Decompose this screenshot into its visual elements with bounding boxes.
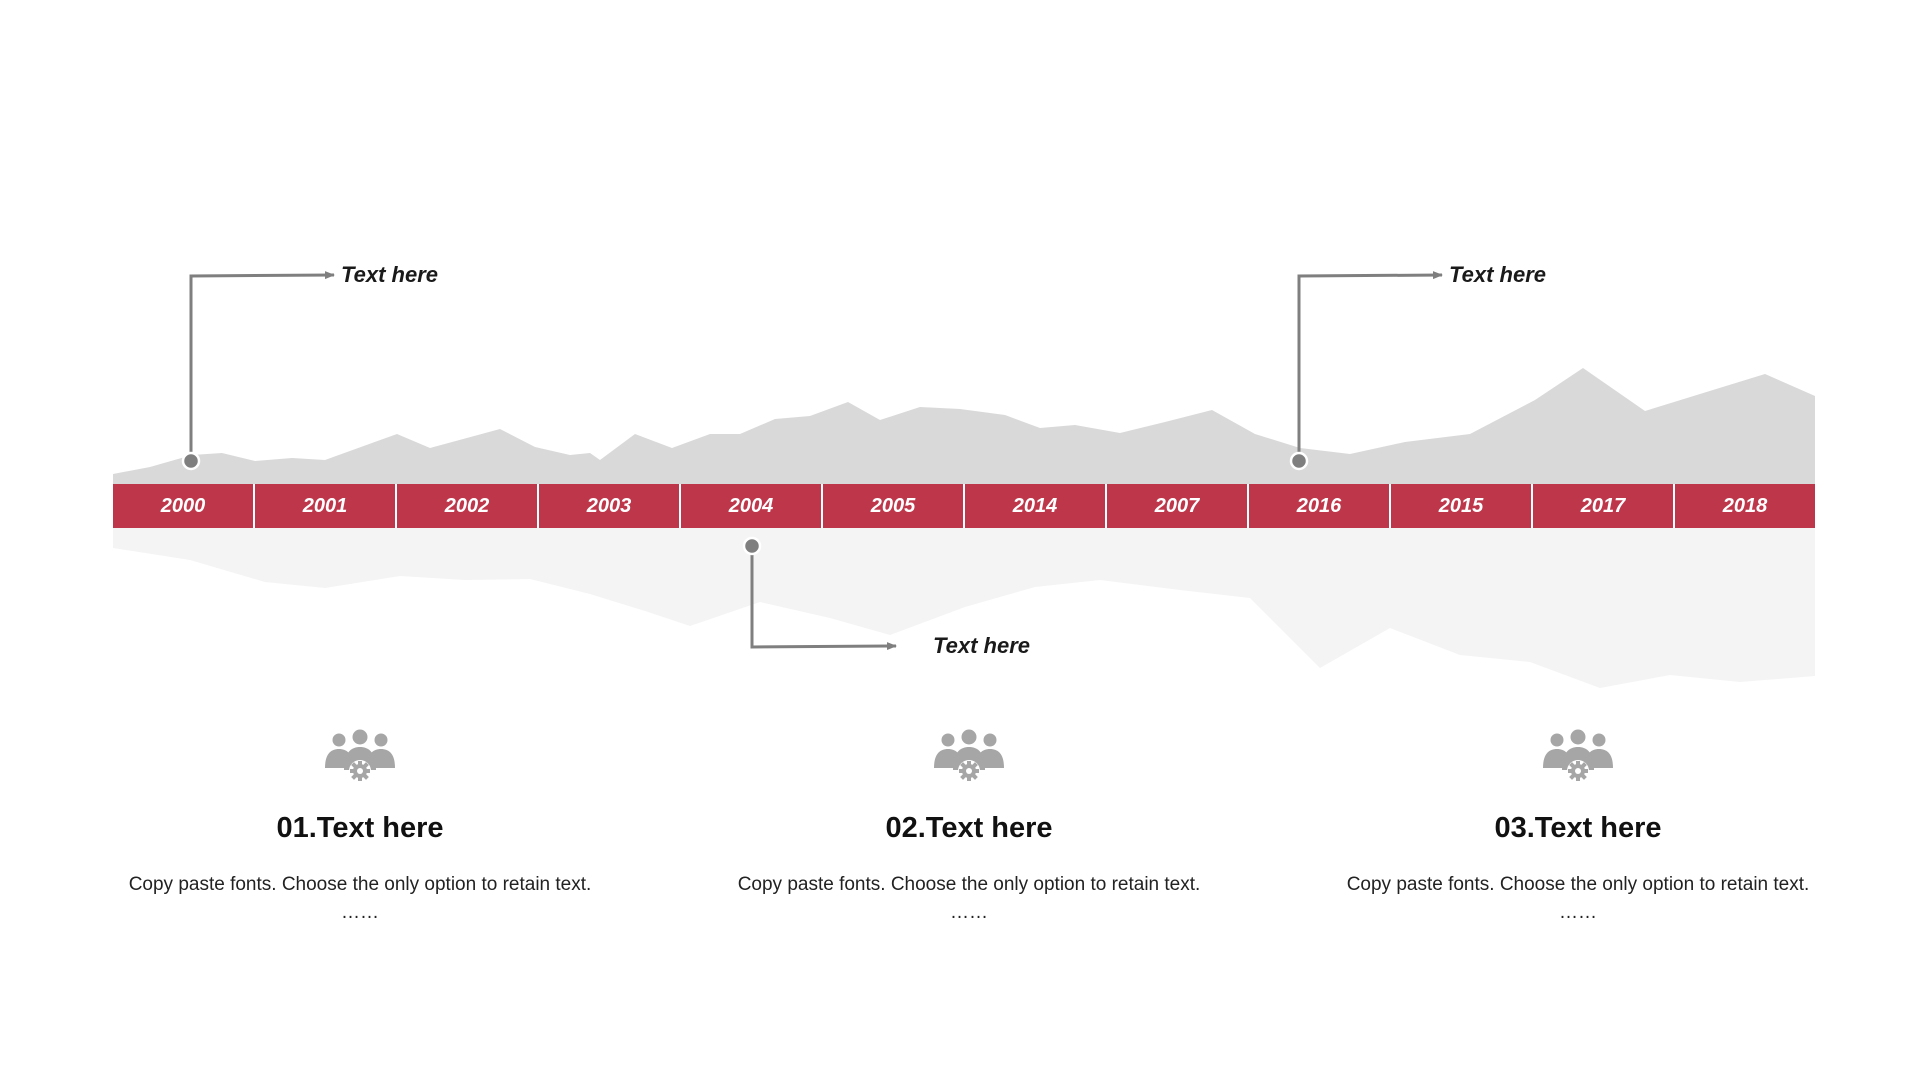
- column-title: 03.Text here: [1494, 812, 1662, 844]
- info-column-2: 02.Text here Copy paste fonts. Choose th…: [734, 728, 1204, 925]
- year-cell: 2017: [1533, 484, 1673, 528]
- year-cell: 2000: [113, 484, 253, 528]
- anchor-dot-2016: [1289, 451, 1309, 471]
- year-cell: 2014: [965, 484, 1105, 528]
- callout-label-2016: Text here: [1449, 262, 1547, 287]
- info-column-3: 03.Text here Copy paste fonts. Choose th…: [1343, 728, 1813, 925]
- column-ellipsis: ……: [341, 902, 379, 923]
- column-title: 01.Text here: [276, 812, 444, 844]
- terrain-lower: [113, 528, 1815, 688]
- callout-label-2004: Text here: [933, 633, 1031, 658]
- column-body: Copy paste fonts. Choose the only option…: [1346, 874, 1810, 895]
- connector-2000: [189, 271, 335, 461]
- year-cell: 2015: [1391, 484, 1531, 528]
- anchor-dot-2000: [181, 451, 201, 471]
- team-gear-icon: [1543, 729, 1613, 782]
- year-cell: 2007: [1107, 484, 1247, 528]
- year-cell: 2016: [1249, 484, 1389, 528]
- column-body: Copy paste fonts. Choose the only option…: [737, 874, 1201, 895]
- terrain-upper: [113, 368, 1815, 484]
- year-bar: 2000 2001 2002 2003 2004 2005 2014 2007 …: [113, 484, 1815, 528]
- team-gear-icon: [325, 729, 395, 782]
- connector-2004: [750, 546, 897, 651]
- year-cell: 2003: [539, 484, 679, 528]
- anchor-dot-2004: [742, 536, 762, 556]
- column-title: 02.Text here: [885, 812, 1053, 844]
- year-cell: 2004: [681, 484, 821, 528]
- year-cell: 2018: [1675, 484, 1815, 528]
- column-ellipsis: ……: [950, 902, 988, 923]
- year-cell: 2005: [823, 484, 963, 528]
- connector-2016: [1297, 271, 1443, 461]
- year-cell: 2001: [255, 484, 395, 528]
- team-gear-icon: [934, 729, 1004, 782]
- column-ellipsis: ……: [1559, 902, 1597, 923]
- info-column-1: 01.Text here Copy paste fonts. Choose th…: [125, 728, 595, 925]
- column-body: Copy paste fonts. Choose the only option…: [128, 874, 592, 895]
- callout-label-2000: Text here: [341, 262, 439, 287]
- year-cell: 2002: [397, 484, 537, 528]
